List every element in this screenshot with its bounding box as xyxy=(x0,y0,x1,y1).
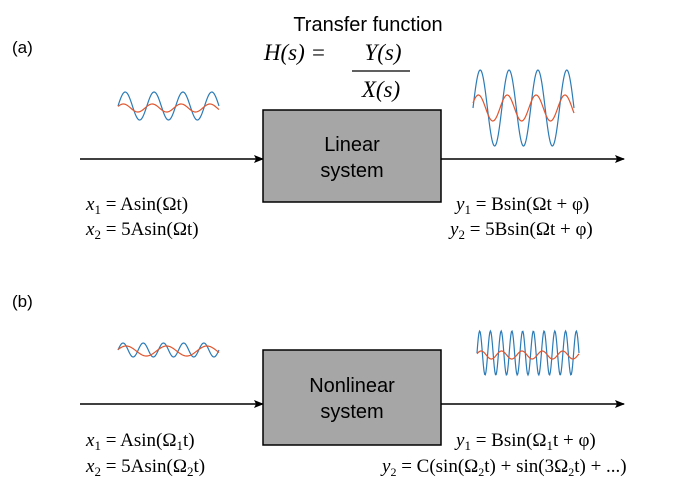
input-eq-x2-b: x2 = 5Asin(Ω2t) xyxy=(85,456,205,479)
transfer-function-numerator: Y(s) xyxy=(364,40,401,65)
output-wave-red-b xyxy=(476,350,580,360)
input-eq-x2-a: x2 = 5Asin(Ωt) xyxy=(85,219,199,242)
nonlinear-system-label-line1: Nonlinear xyxy=(309,375,395,397)
input-eq-x1-b: x1 = Asin(Ω1t) xyxy=(85,430,195,453)
linear-system-label-line2: system xyxy=(320,160,383,182)
output-eq-y1-a: y1 = Bsin(Ωt + φ) xyxy=(454,194,589,217)
panel-b: (b) Nonlinear system x1 = Asin(Ω1t) x2 =… xyxy=(12,292,627,479)
linear-system-box xyxy=(262,109,442,203)
output-eq-y2-a: y2 = 5Bsin(Ωt + φ) xyxy=(448,219,593,242)
output-eq-y1-b: y1 = Bsin(Ω1t + φ) xyxy=(454,430,596,453)
input-wave-blue-b xyxy=(117,342,220,358)
linear-system-label-line1: Linear xyxy=(324,134,380,156)
transfer-function-title: Transfer function xyxy=(293,14,442,36)
output-wave-blue-b xyxy=(476,329,580,377)
transfer-function-denominator: X(s) xyxy=(361,77,400,102)
nonlinear-system-label-line2: system xyxy=(320,401,383,423)
panel-a-label: (a) xyxy=(12,38,33,57)
input-wave-blue-a xyxy=(117,91,220,121)
transfer-function-lhs: H(s) = xyxy=(263,40,326,65)
output-wave-blue-a xyxy=(472,69,575,147)
output-wave-red-a xyxy=(472,94,575,122)
input-wave-red-b xyxy=(117,345,220,357)
panel-b-label: (b) xyxy=(12,292,33,311)
input-eq-x1-a: x1 = Asin(Ωt) xyxy=(85,194,188,217)
output-eq-y2-b: y2 = C(sin(Ω2t) + sin(3Ω2t) + ...) xyxy=(380,456,627,479)
panel-a: (a) Linear system x1 = Asin(Ωt) x2 = 5As… xyxy=(12,38,625,242)
input-wave-red-a xyxy=(117,103,220,113)
nonlinear-system-box xyxy=(262,349,442,446)
